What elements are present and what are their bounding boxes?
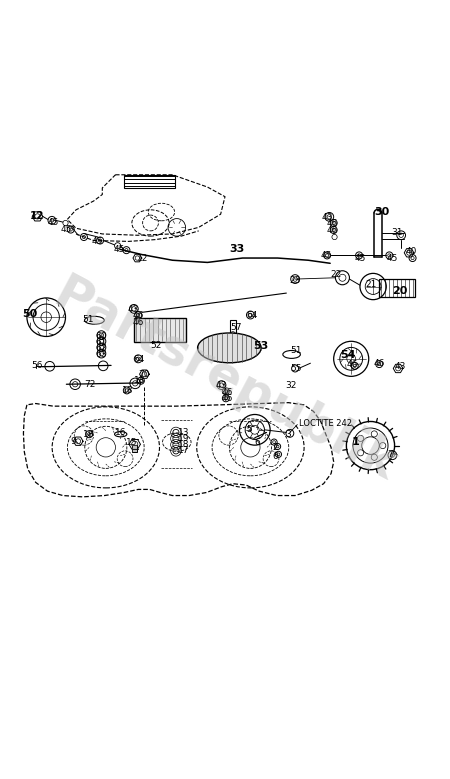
Text: 45: 45 bbox=[386, 253, 398, 263]
Text: 51: 51 bbox=[290, 347, 302, 355]
Text: 40: 40 bbox=[405, 247, 417, 256]
Bar bbox=[379, 279, 415, 298]
Text: 70: 70 bbox=[138, 370, 150, 379]
Text: 45: 45 bbox=[354, 253, 366, 263]
Text: 45: 45 bbox=[61, 225, 72, 234]
Bar bbox=[132, 445, 137, 452]
Text: 43: 43 bbox=[395, 362, 406, 372]
Text: 9: 9 bbox=[71, 437, 77, 446]
Text: 43: 43 bbox=[128, 305, 139, 314]
Text: 60: 60 bbox=[96, 332, 107, 340]
Text: 31: 31 bbox=[392, 228, 403, 237]
Text: 64: 64 bbox=[134, 355, 145, 365]
Text: 63: 63 bbox=[96, 350, 107, 359]
Bar bbox=[124, 174, 175, 188]
Text: 61: 61 bbox=[96, 337, 107, 347]
Text: 45: 45 bbox=[48, 217, 59, 227]
Text: 16: 16 bbox=[115, 428, 126, 437]
Text: 45: 45 bbox=[320, 252, 332, 260]
Text: 18: 18 bbox=[83, 430, 94, 439]
Text: 46: 46 bbox=[133, 318, 144, 326]
Ellipse shape bbox=[198, 333, 261, 363]
Text: 15: 15 bbox=[126, 438, 138, 446]
Text: 7: 7 bbox=[387, 449, 393, 459]
Text: 23: 23 bbox=[290, 277, 301, 285]
Text: 52: 52 bbox=[150, 341, 162, 351]
Text: 53: 53 bbox=[253, 340, 269, 351]
Text: 30: 30 bbox=[374, 207, 389, 217]
Text: 46: 46 bbox=[327, 220, 338, 228]
Text: 3: 3 bbox=[285, 430, 291, 439]
Text: 5: 5 bbox=[246, 425, 252, 435]
Text: 32: 32 bbox=[285, 382, 297, 390]
Text: 19: 19 bbox=[178, 434, 189, 443]
Text: 72: 72 bbox=[84, 379, 95, 389]
Text: 46: 46 bbox=[347, 360, 358, 368]
Text: 57: 57 bbox=[230, 323, 242, 332]
Text: 62: 62 bbox=[96, 344, 107, 353]
Text: 2: 2 bbox=[272, 442, 278, 452]
Text: 6: 6 bbox=[255, 438, 261, 446]
Text: 51: 51 bbox=[83, 315, 94, 324]
Text: 6: 6 bbox=[272, 452, 278, 460]
Text: 50: 50 bbox=[22, 309, 38, 319]
Text: Partsrepublik: Partsrepublik bbox=[45, 270, 405, 492]
Bar bbox=[134, 318, 185, 342]
Bar bbox=[230, 320, 236, 333]
Text: 64: 64 bbox=[246, 312, 257, 320]
Text: 18: 18 bbox=[134, 376, 145, 386]
Text: 43: 43 bbox=[216, 382, 227, 390]
Text: LOCTITE 242: LOCTITE 242 bbox=[299, 419, 351, 428]
Text: 12: 12 bbox=[30, 211, 45, 221]
Text: 33: 33 bbox=[230, 245, 245, 254]
Text: 55: 55 bbox=[290, 364, 302, 373]
Text: 46: 46 bbox=[133, 312, 144, 320]
Text: 46: 46 bbox=[221, 388, 233, 397]
Text: 43: 43 bbox=[321, 213, 333, 222]
Text: 54: 54 bbox=[340, 351, 356, 361]
Text: 45: 45 bbox=[91, 237, 103, 246]
Text: 17: 17 bbox=[178, 446, 189, 456]
Text: 13: 13 bbox=[178, 428, 189, 437]
Text: 56: 56 bbox=[32, 361, 43, 370]
Text: 18: 18 bbox=[122, 386, 134, 395]
Text: 21: 21 bbox=[365, 280, 377, 289]
Text: 12: 12 bbox=[137, 255, 149, 263]
Text: 46: 46 bbox=[221, 393, 233, 403]
Text: 1: 1 bbox=[352, 437, 360, 447]
Text: 46: 46 bbox=[373, 358, 384, 368]
Text: 22: 22 bbox=[330, 270, 342, 279]
Text: 20: 20 bbox=[392, 286, 408, 296]
Text: 18: 18 bbox=[178, 440, 189, 449]
Text: 46: 46 bbox=[327, 227, 338, 235]
Text: 45: 45 bbox=[113, 245, 125, 254]
